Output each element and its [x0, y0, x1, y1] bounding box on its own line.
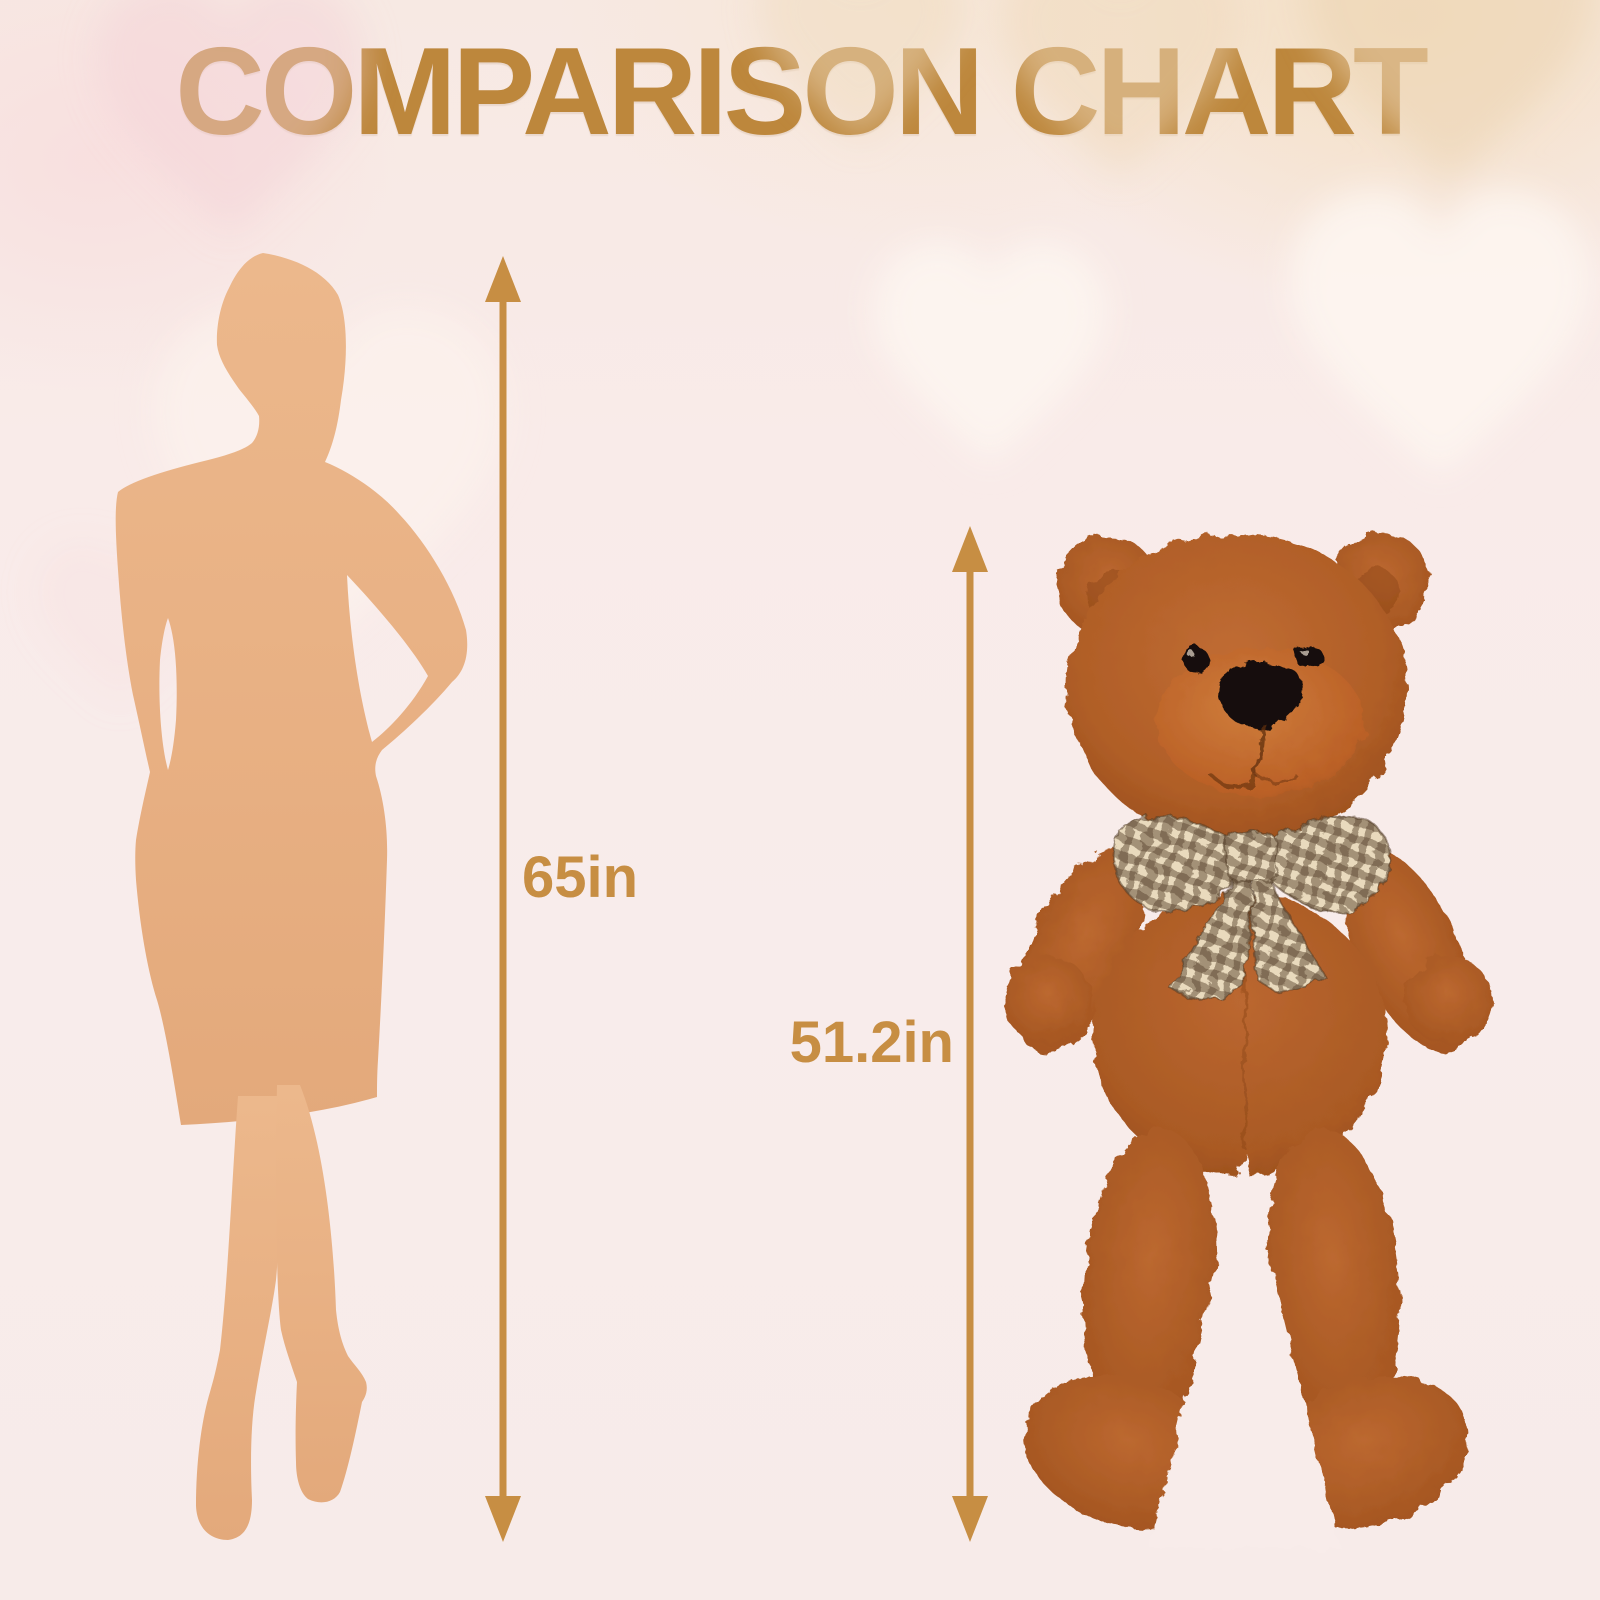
bear-left-eye-glint [1188, 651, 1196, 659]
teddy-bear-illustration [1004, 532, 1492, 1548]
bear-nose [1219, 663, 1303, 729]
woman-silhouette-left-leg [196, 1096, 282, 1540]
bear-bow [1112, 814, 1392, 1001]
heart-bokeh-icon [1288, 189, 1592, 478]
bow-knot [1225, 831, 1279, 883]
bear-right-eye [1296, 644, 1322, 670]
heart-bokeh-icon [1002, 0, 1238, 175]
bear-right-eye-glint [1301, 648, 1309, 656]
heart-bokeh-icon [759, 0, 961, 142]
bear-left-paw [1004, 956, 1092, 1044]
person-height-arrow [485, 256, 521, 1542]
heart-bokeh-icon [872, 240, 1108, 465]
bear-height-arrow [952, 526, 988, 1542]
person-height-label: 65in [521, 845, 639, 910]
bear-right-paw [1404, 956, 1492, 1044]
woman-silhouette-right-leg [276, 1085, 367, 1503]
arrow-down-head [485, 1496, 521, 1542]
woman-silhouette-body [115, 253, 468, 1125]
arrow-up-head [485, 256, 521, 302]
heart-bokeh-icon [95, 0, 365, 236]
bear-left-eye [1183, 647, 1209, 673]
arrow-up-head [952, 526, 988, 572]
bear-left-leg [1082, 1128, 1218, 1432]
bear-smile-right [1256, 772, 1298, 784]
bow-left-loop [1112, 814, 1254, 914]
woman-silhouette [115, 253, 468, 1540]
bear-leg-gap [1150, 1150, 1340, 1548]
bow-right-tail [1250, 868, 1326, 992]
heart-bokeh-icon [1307, 0, 1593, 180]
bear-height-label: 51.2in [789, 1010, 954, 1075]
bow-left-tail [1168, 868, 1254, 1001]
bear-philtrum-line [1255, 721, 1264, 777]
bear-smile-left [1210, 774, 1259, 790]
arrow-down-head [952, 1496, 988, 1542]
bow-right-loop [1250, 814, 1392, 914]
bear-right-leg [1265, 1128, 1401, 1432]
